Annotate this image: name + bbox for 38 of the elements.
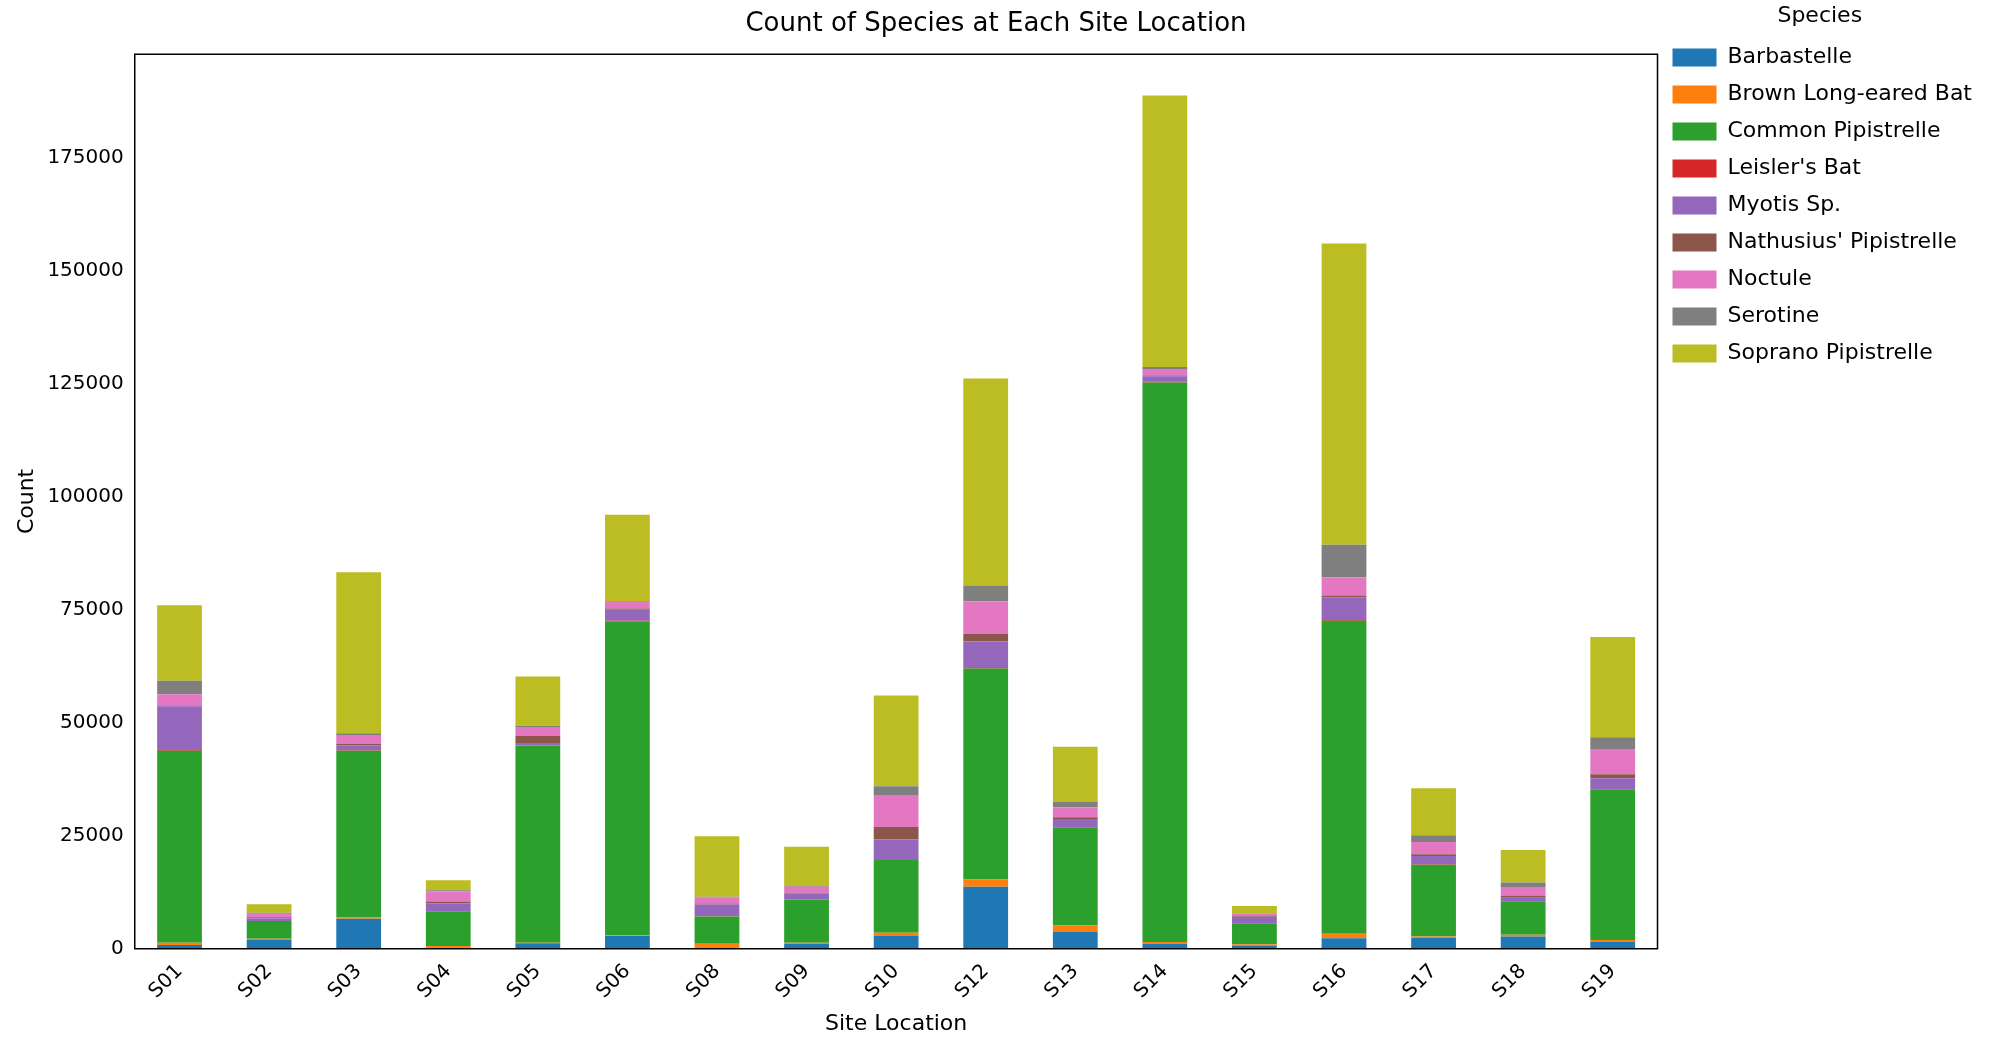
y-axis-title: Count [12, 468, 38, 535]
legend-label: Serotine [1727, 302, 1820, 328]
x-axis-title: Site Location [824, 1009, 968, 1035]
x-tick-label: S17 [1396, 958, 1441, 1003]
x-tick-label: S16 [1307, 958, 1352, 1003]
x-tick-label: S18 [1486, 958, 1531, 1003]
x-tick-label: S15 [1217, 958, 1262, 1003]
x-tick-label: S03 [321, 958, 366, 1003]
legend-label: Nathusius' Pipistrelle [1727, 228, 1957, 254]
legend-label: Noctule [1727, 265, 1812, 291]
legend-label: Myotis Sp. [1727, 191, 1842, 217]
y-tick-label: 175000 [47, 144, 124, 169]
x-tick-label: S13 [1038, 958, 1083, 1003]
y-tick-label: 0 [111, 934, 124, 959]
y-tick-label: 75000 [60, 596, 124, 621]
legend-title: Species [1777, 1, 1863, 27]
x-tick-label: S10 [859, 958, 904, 1003]
legend-label: Common Pipistrelle [1727, 117, 1941, 143]
legend-label: Barbastelle [1727, 43, 1852, 69]
x-tick-label: S04 [411, 958, 456, 1003]
legend-label: Brown Long-eared Bat [1727, 80, 1973, 106]
x-tick-label: S12 [948, 958, 993, 1003]
x-tick-label: S06 [590, 958, 635, 1003]
chart-title: Count of Species at Each Site Location [745, 7, 1247, 38]
y-tick-label: 25000 [60, 821, 124, 846]
y-tick-label: 125000 [47, 370, 124, 395]
x-tick-label: S01 [142, 958, 187, 1003]
y-tick-label: 50000 [60, 708, 124, 733]
x-tick-label: S08 [680, 958, 725, 1003]
legend-label: Leisler's Bat [1727, 154, 1862, 180]
x-tick-label: S02 [232, 958, 277, 1003]
x-tick-label: S05 [501, 958, 546, 1003]
x-tick-label: S14 [1128, 958, 1173, 1003]
y-tick-label: 150000 [47, 257, 124, 282]
x-tick-label: S09 [769, 958, 814, 1003]
y-tick-label: 100000 [47, 483, 124, 508]
x-tick-label: S19 [1575, 958, 1620, 1003]
legend-label: Soprano Pipistrelle [1727, 339, 1933, 365]
